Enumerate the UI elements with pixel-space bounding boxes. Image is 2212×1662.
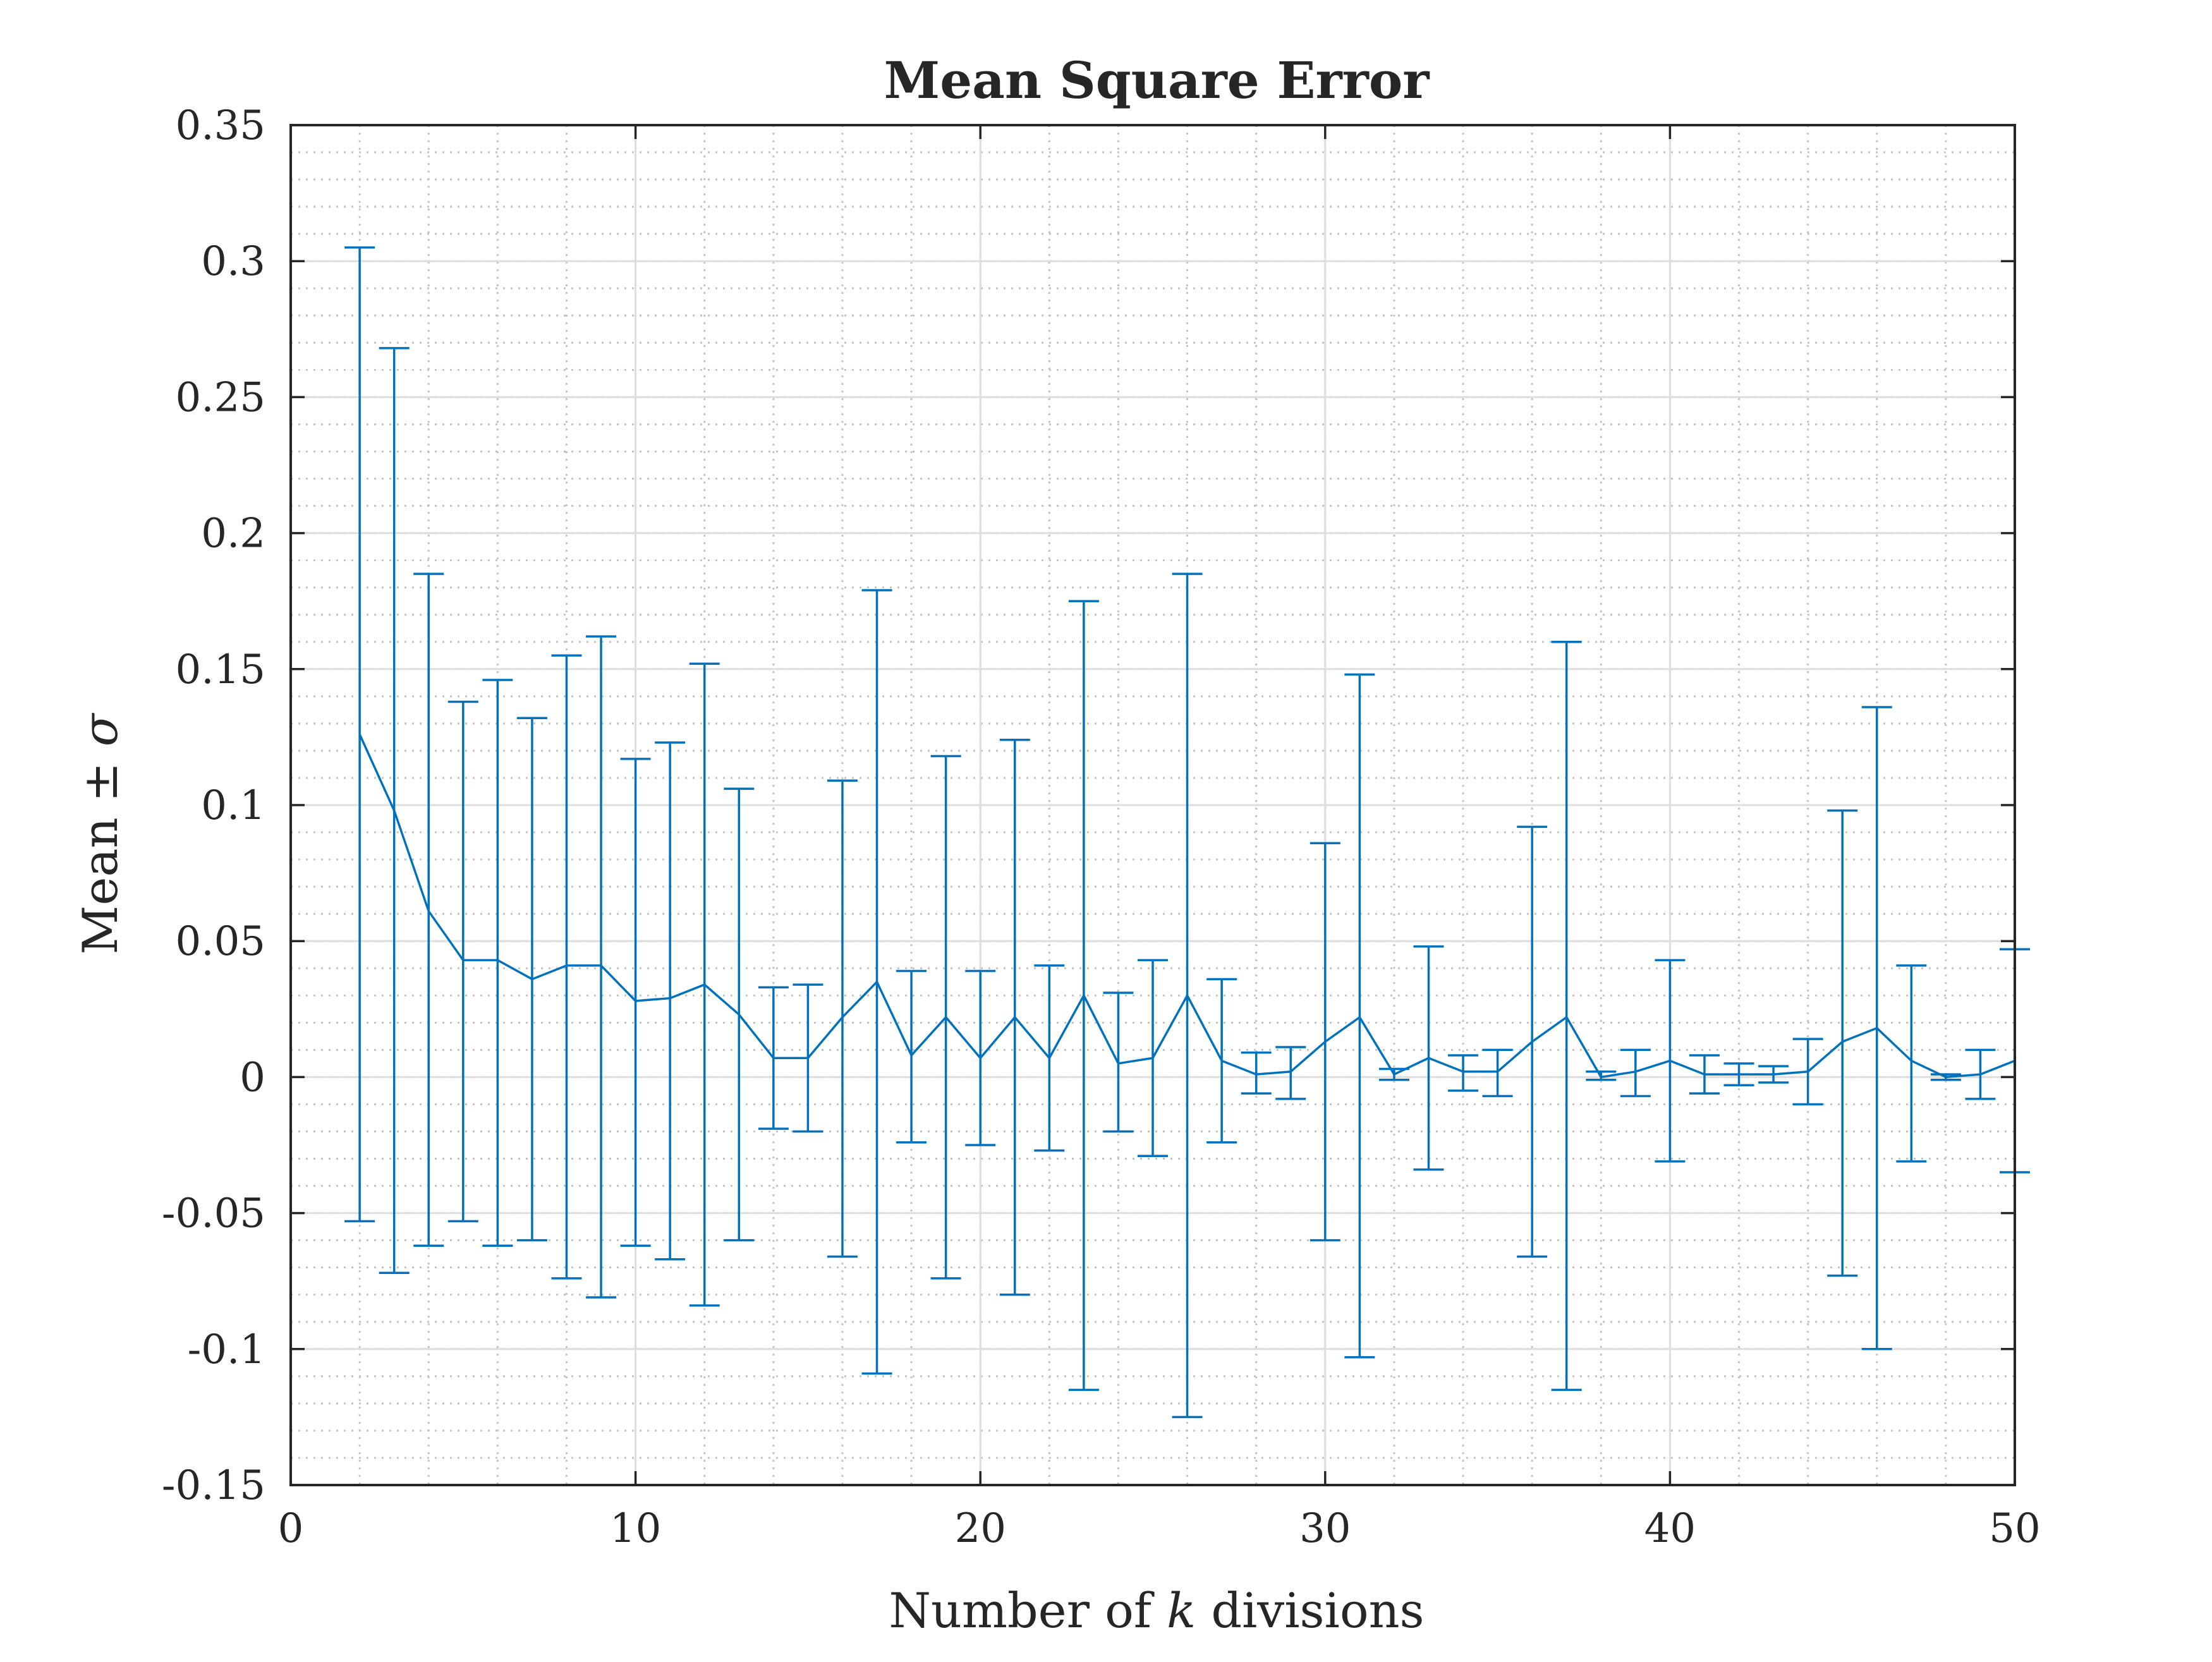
axes-layer: 0 10 20 30 40 50 -0.15 -0.1 -0.05 0 0.05 0.1 0.15 0.2… bbox=[162, 102, 2041, 1552]
data-layer bbox=[344, 246, 2030, 1419]
x-tick-label: 10 bbox=[610, 1505, 661, 1552]
y-tick-label: -0.1 bbox=[188, 1326, 265, 1373]
y-tick-label: 0.15 bbox=[176, 646, 266, 693]
y-tick-label: -0.05 bbox=[162, 1191, 265, 1237]
y-tick-label: -0.15 bbox=[162, 1462, 265, 1509]
x-tick-label: 50 bbox=[1989, 1505, 2040, 1552]
y-tick-label: 0.35 bbox=[176, 102, 266, 149]
x-tick-label: 30 bbox=[1299, 1505, 1351, 1552]
y-tick-label: 0.25 bbox=[176, 374, 266, 421]
y-tick-label: 0.2 bbox=[201, 511, 265, 557]
y-tick-label: 0 bbox=[240, 1054, 265, 1101]
x-tick-label: 0 bbox=[278, 1505, 304, 1552]
chart-title: Mean Square Error bbox=[884, 51, 1430, 110]
y-tick-label: 0.3 bbox=[201, 238, 265, 285]
x-tick-label: 40 bbox=[1644, 1505, 1696, 1552]
x-axis-label: Number of k divisions bbox=[889, 1582, 1424, 1639]
x-tick-label: 20 bbox=[954, 1505, 1006, 1552]
y-axis-label: Mean ± σ bbox=[72, 712, 128, 954]
y-tick-label: 0.1 bbox=[201, 782, 265, 829]
mean-line bbox=[358, 734, 2015, 1079]
y-tick-label: 0.05 bbox=[176, 918, 266, 965]
